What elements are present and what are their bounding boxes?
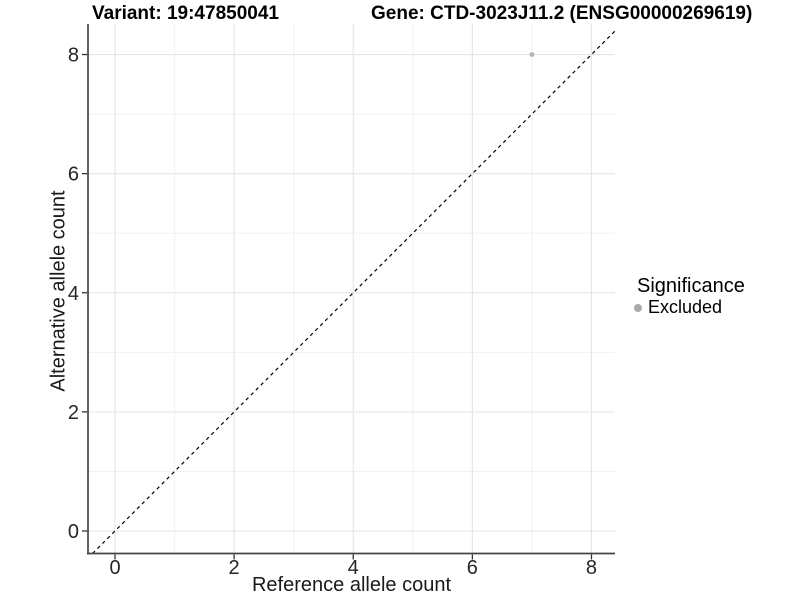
variant-title: Variant: 19:47850041 xyxy=(92,3,279,24)
legend-item-excluded: Excluded xyxy=(630,297,745,318)
y-tick-label: 8 xyxy=(68,45,79,67)
x-tick-label: 0 xyxy=(109,557,120,579)
x-tick-label: 4 xyxy=(348,557,359,579)
gene-title: Gene: CTD-3023J11.2 (ENSG00000269619) xyxy=(371,3,753,24)
legend-item-label: Excluded xyxy=(648,297,723,317)
y-tick-label: 6 xyxy=(68,164,79,186)
legend-point-icon xyxy=(634,303,642,312)
legend-title: Significance xyxy=(637,275,745,297)
y-tick-label: 2 xyxy=(68,402,79,424)
data-point xyxy=(529,52,535,57)
x-tick-label: 8 xyxy=(586,557,597,579)
y-axis-title: Alternative allele count xyxy=(47,190,70,392)
x-axis-title: Reference allele count xyxy=(251,574,451,596)
y-tick-label: 0 xyxy=(68,521,79,543)
legend: Significance Excluded xyxy=(630,276,745,318)
x-tick-label: 6 xyxy=(467,557,478,579)
y-tick-label: 4 xyxy=(68,283,79,305)
x-tick-label: 2 xyxy=(229,557,240,579)
